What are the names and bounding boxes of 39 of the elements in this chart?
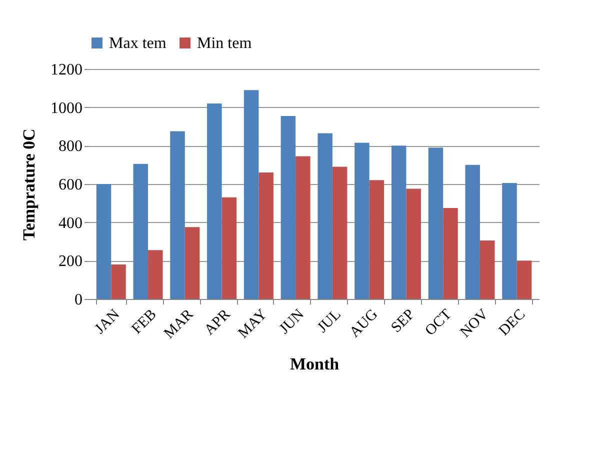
bar (296, 156, 310, 299)
bar (502, 183, 517, 299)
y-axis-title: Temprature 0C (20, 128, 38, 240)
x-tick-label: FEB (129, 306, 160, 338)
x-tick-label: APR (202, 306, 234, 338)
bar (170, 131, 185, 299)
y-tick-label: 800 (58, 138, 82, 156)
bar (96, 184, 112, 299)
bar (391, 146, 406, 299)
bar (133, 164, 148, 299)
bar (111, 264, 126, 299)
bar (332, 166, 348, 299)
bar (369, 180, 384, 299)
y-tick-label: 400 (58, 214, 82, 232)
x-tick-label: SEP (388, 306, 418, 336)
y-tick-label: 200 (58, 253, 82, 270)
y-tick-label: 0 (74, 292, 82, 308)
y-tick-label: 1000 (50, 100, 82, 117)
bar (222, 197, 237, 299)
bar (516, 260, 532, 299)
y-tick-label: 600 (58, 176, 82, 194)
bar (318, 133, 332, 299)
bar (354, 142, 370, 299)
bar (207, 104, 222, 299)
bar (148, 250, 163, 299)
bar (443, 208, 458, 299)
bar (480, 240, 495, 299)
x-axis-title: Month (290, 354, 340, 374)
bar (406, 188, 421, 299)
bar (428, 148, 444, 299)
bar (184, 227, 200, 299)
y-tick-label: 1200 (50, 62, 82, 78)
legend-label: Min tem (197, 35, 252, 52)
legend-label: Max tem (109, 35, 167, 52)
bar (280, 116, 296, 299)
bar (244, 90, 259, 299)
bar (465, 164, 480, 299)
x-tick-label: JUL (314, 306, 344, 336)
bar (258, 172, 274, 299)
